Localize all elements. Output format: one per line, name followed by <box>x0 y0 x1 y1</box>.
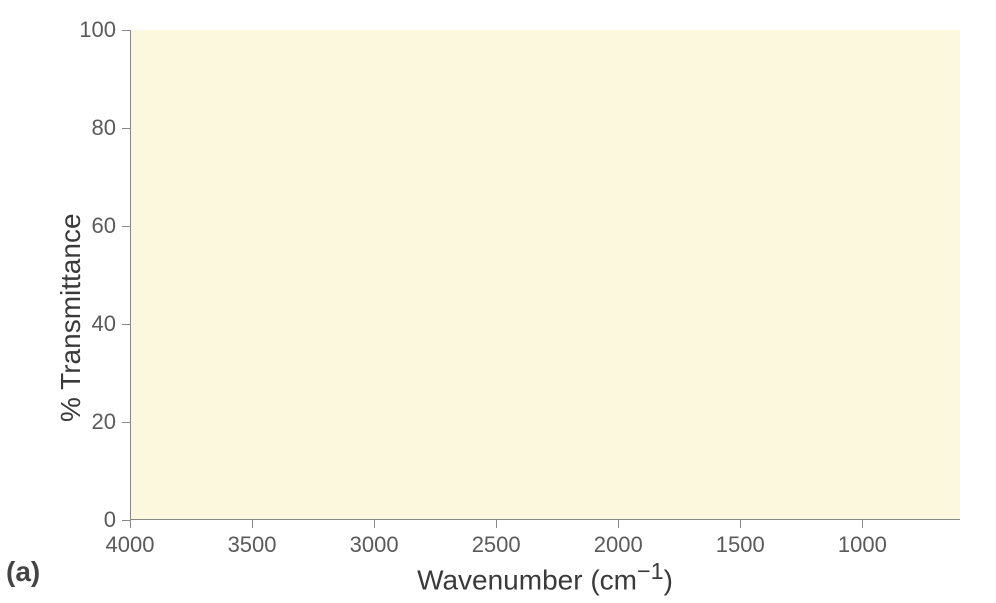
x-tick-label: 4000 <box>106 532 155 558</box>
y-axis-label: % Transmittance <box>55 213 87 422</box>
y-tick-label: 20 <box>92 409 116 435</box>
x-tick-label: 3000 <box>350 532 399 558</box>
plot-area <box>130 30 960 520</box>
plot-border <box>130 30 960 520</box>
x-tick-mark <box>374 520 375 528</box>
y-tick-label: 40 <box>92 311 116 337</box>
y-tick-mark <box>122 226 130 227</box>
y-tick-mark <box>122 324 130 325</box>
x-tick-mark <box>618 520 619 528</box>
figure-container: 0 20 40 60 80 100 4000 3500 3000 2500 2000 1500 100… <box>0 0 996 603</box>
x-tick-label: 1500 <box>716 532 765 558</box>
y-tick-label: 80 <box>92 115 116 141</box>
x-tick-label: 2500 <box>472 532 521 558</box>
x-tick-mark <box>862 520 863 528</box>
y-tick-mark <box>122 422 130 423</box>
x-tick-mark <box>496 520 497 528</box>
y-tick-mark <box>122 128 130 129</box>
x-axis-label: Wavenumber (cm−1) <box>417 558 673 596</box>
y-tick-label: 100 <box>79 17 116 43</box>
panel-label: (a) <box>6 556 40 588</box>
x-tick-mark <box>252 520 253 528</box>
x-tick-label: 3500 <box>228 532 277 558</box>
x-tick-mark <box>130 520 131 528</box>
x-tick-mark <box>740 520 741 528</box>
y-tick-label: 0 <box>104 507 116 533</box>
x-tick-label: 1000 <box>838 532 887 558</box>
y-tick-label: 60 <box>92 213 116 239</box>
y-tick-mark <box>122 30 130 31</box>
x-tick-label: 2000 <box>594 532 643 558</box>
